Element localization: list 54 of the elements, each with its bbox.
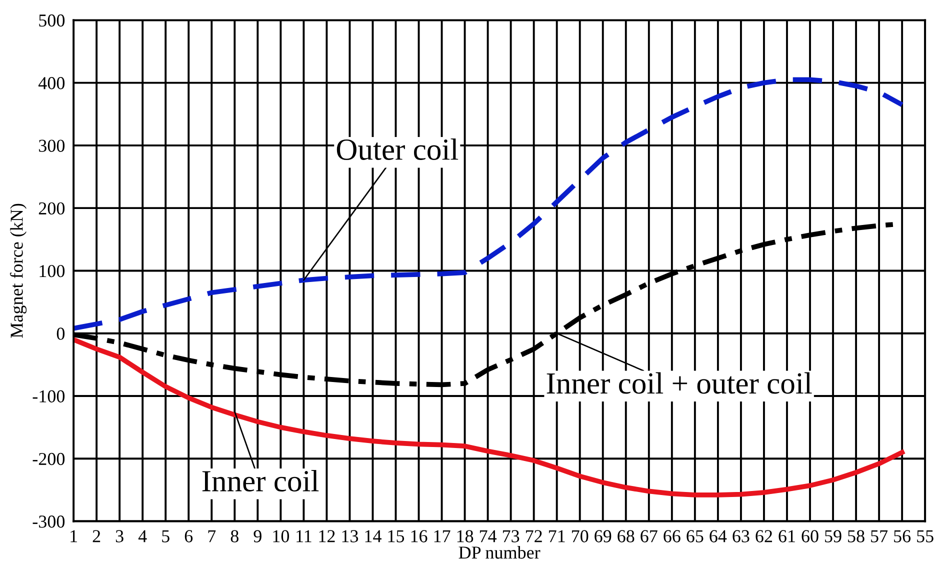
x-axis-title: DP number	[458, 546, 540, 559]
x-tick-label: 1	[70, 530, 77, 542]
x-tick-label: 4	[138, 530, 147, 542]
x-tick-label: 13	[342, 530, 358, 542]
x-tick-label: 60	[802, 530, 818, 542]
y-tick-label: 300	[39, 140, 65, 152]
x-tick-label: 71	[549, 530, 565, 542]
x-tick-label: 11	[296, 530, 312, 542]
x-tick-label: 64	[710, 530, 727, 542]
x-tick-label: 7	[208, 530, 216, 542]
x-tick-label: 17	[434, 530, 450, 542]
x-tick-label: 8	[230, 530, 238, 542]
x-tick-label: 2	[92, 530, 100, 542]
x-tick-label: 69	[594, 530, 612, 542]
x-tick-label: 73	[502, 530, 520, 542]
line-series	[74, 77, 904, 331]
x-tick-label: 65	[686, 530, 704, 542]
x-tick-label: 3	[116, 530, 124, 542]
x-tick-label: 74	[480, 530, 497, 542]
x-tick-label: 18	[457, 530, 474, 542]
y-tick-label: 0	[56, 328, 65, 340]
annotation: Inner coil + outer coil	[546, 372, 812, 394]
x-tick-label: 62	[756, 530, 772, 542]
x-tick-label: 6	[184, 530, 193, 542]
x-tick-label: 55	[917, 530, 934, 542]
x-tick-label: 14	[365, 530, 382, 542]
x-tick-label: 58	[848, 530, 864, 542]
line-series	[74, 337, 904, 498]
x-tick-label: 5	[162, 530, 170, 542]
x-tick-label: 67	[640, 530, 658, 542]
y-tick-label: -100	[32, 390, 65, 402]
x-tick-label: 10	[273, 530, 290, 542]
y-axis-title: Magnet force (kN)	[10, 204, 27, 338]
annotation: Inner coil	[202, 470, 319, 492]
x-tick-label: 66	[664, 530, 680, 542]
x-tick-label: 56	[894, 530, 911, 542]
y-tick-label: 200	[38, 202, 65, 215]
annotation: Outer coil	[336, 138, 458, 160]
x-tick-label: 59	[825, 530, 842, 542]
y-tick-label: 400	[38, 77, 65, 90]
y-tick-label: 100	[40, 264, 65, 278]
y-tick-label: -300	[32, 516, 65, 528]
x-tick-label: 12	[319, 530, 335, 542]
x-tick-label: 63	[732, 530, 750, 542]
x-tick-label: 57	[871, 530, 888, 542]
y-tick-label: 500	[39, 14, 65, 27]
x-tick-label: 72	[526, 530, 542, 542]
x-tick-label: 9	[254, 530, 262, 542]
x-tick-label: 61	[778, 530, 795, 542]
x-tick-label: 70	[572, 530, 588, 542]
x-tick-label: 16	[411, 530, 428, 542]
y-tick-label: -200	[32, 452, 65, 466]
x-tick-label: 68	[618, 530, 634, 542]
x-tick-label: 15	[388, 530, 404, 542]
